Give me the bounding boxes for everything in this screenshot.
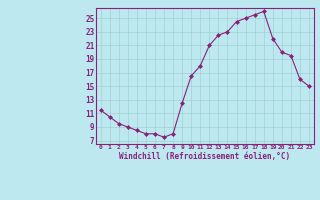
X-axis label: Windchill (Refroidissement éolien,°C): Windchill (Refroidissement éolien,°C) <box>119 152 290 161</box>
